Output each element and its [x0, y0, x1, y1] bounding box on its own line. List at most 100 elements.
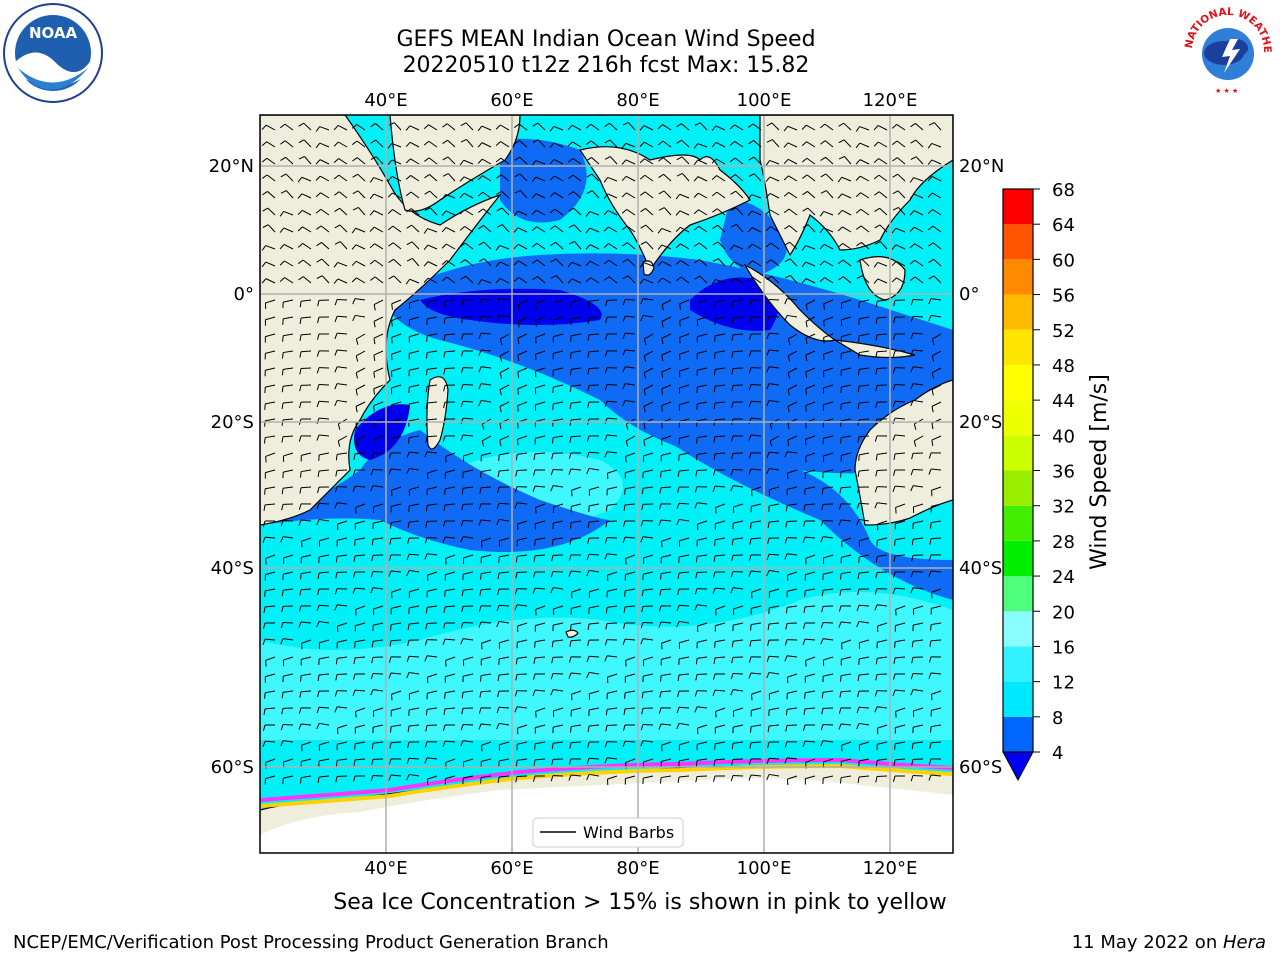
wind-barb — [550, 468, 564, 476]
wind-barb — [696, 384, 708, 394]
wind-barb — [516, 537, 528, 547]
wind-barb — [679, 333, 690, 344]
wind-barb — [352, 571, 365, 578]
wind-barb — [513, 210, 528, 217]
wind-barb — [406, 467, 420, 475]
wind-barb — [873, 174, 888, 182]
wind-barb — [604, 537, 618, 544]
wind-barb — [605, 724, 618, 732]
wind-barb — [316, 604, 330, 612]
wind-barb — [569, 741, 582, 749]
wind-barb — [264, 673, 276, 683]
wind-barb — [299, 571, 312, 580]
lat-label-left: 60°S — [211, 757, 254, 778]
wind-barb — [406, 671, 420, 679]
wind-barb — [892, 400, 906, 408]
wind-barb — [675, 243, 690, 250]
wind-barb — [552, 605, 564, 615]
wind-barb — [586, 435, 600, 442]
wind-barb — [282, 673, 294, 683]
wind-barb — [658, 723, 672, 730]
wind-barb — [657, 124, 672, 131]
wind-barb — [910, 123, 924, 131]
wind-barb — [841, 741, 852, 752]
wind-barb — [408, 333, 420, 343]
wind-barb — [426, 690, 438, 700]
wind-barb — [588, 486, 600, 496]
wind-barb — [876, 520, 888, 531]
wind-barb — [316, 383, 330, 391]
wind-barb — [731, 758, 744, 766]
wind-barb — [551, 758, 564, 766]
wind-barb — [517, 435, 528, 446]
wind-barb — [318, 639, 330, 649]
wind-barb — [351, 244, 366, 250]
wind-barb — [713, 452, 726, 460]
wind-barb — [857, 418, 870, 426]
wind-barb — [875, 367, 888, 375]
wind-barb — [281, 486, 294, 495]
wind-barb — [785, 520, 798, 528]
wind-barb — [912, 520, 924, 530]
wind-barb — [910, 468, 924, 476]
wind-barb — [622, 298, 636, 306]
wind-barb — [585, 227, 600, 234]
wind-barb — [747, 194, 762, 200]
wind-barb — [372, 724, 384, 734]
wind-barb — [784, 275, 798, 284]
wind-barb — [531, 209, 546, 216]
wind-barb — [892, 157, 906, 165]
wind-barb — [768, 588, 780, 598]
wind-barb — [895, 707, 906, 718]
wind-barb — [335, 758, 348, 767]
wind-barb — [695, 452, 708, 461]
wind-barb — [874, 690, 888, 697]
wind-barb — [513, 243, 528, 250]
wind-barb — [387, 176, 402, 182]
wind-barb — [408, 707, 420, 716]
wind-barb — [929, 639, 942, 647]
wind-barb — [929, 724, 942, 733]
wind-barb — [423, 261, 438, 267]
wind-barb — [262, 207, 276, 216]
wind-barb — [478, 332, 492, 339]
wind-barb — [821, 707, 834, 715]
wind-barb — [423, 140, 438, 148]
wind-barb — [714, 639, 726, 648]
wind-barb — [837, 193, 852, 199]
wind-barb — [351, 260, 366, 267]
colorbar-tick-label: 56 — [1052, 286, 1075, 307]
wind-barb — [535, 503, 546, 514]
wind-barb — [892, 190, 906, 199]
wind-barb — [747, 243, 762, 250]
wind-barb — [534, 724, 546, 734]
wind-barb — [931, 384, 942, 396]
wind-barb — [803, 707, 816, 715]
wind-barb — [317, 690, 330, 698]
wind-barb — [823, 299, 834, 310]
wind-barb — [604, 333, 617, 340]
wind-barb — [281, 588, 294, 597]
wind-barb — [787, 350, 798, 362]
wind-barb — [858, 452, 870, 461]
wind-barb — [910, 587, 924, 594]
wind-barb — [479, 673, 492, 682]
wind-band-12-16 — [260, 592, 953, 740]
wind-barb — [355, 350, 366, 362]
wind-barb — [569, 724, 582, 733]
wind-barb — [732, 605, 744, 615]
wind-barb — [819, 210, 834, 217]
wind-barb — [316, 350, 330, 357]
wind-barb — [445, 554, 456, 565]
wind-barb — [318, 656, 330, 665]
wind-barb — [280, 638, 294, 645]
wind-barb — [549, 192, 564, 199]
wind-barb — [534, 537, 546, 546]
wind-barb — [820, 740, 834, 747]
wind-barb — [532, 587, 546, 594]
wind-barb — [298, 723, 312, 730]
wind-barb — [281, 384, 294, 393]
wind-barb — [550, 587, 564, 594]
wind-barb — [643, 435, 654, 447]
